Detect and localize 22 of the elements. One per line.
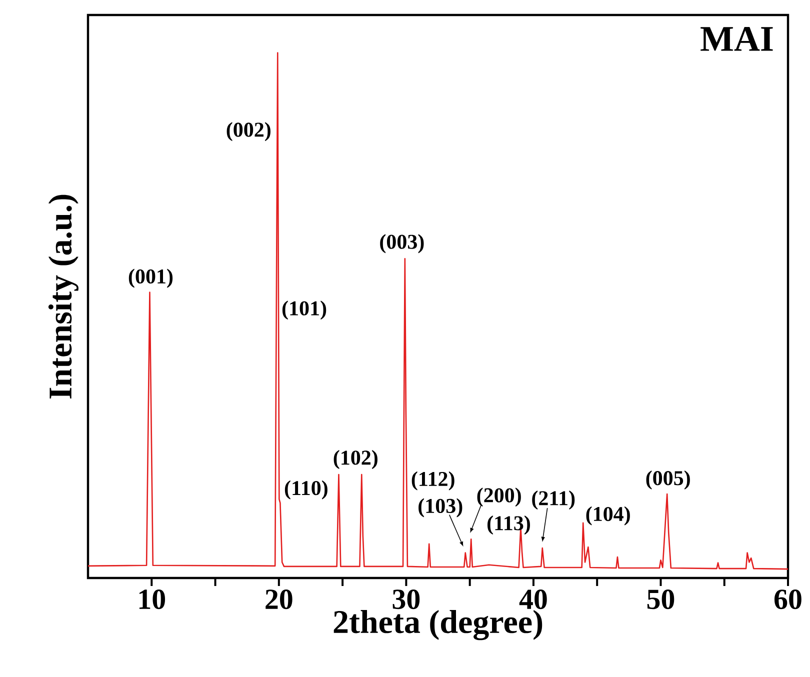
annotation: (200) xyxy=(477,488,521,507)
x-tick-label: 50 xyxy=(647,590,674,610)
annotation: (110) xyxy=(284,480,328,500)
chart-title: MAI xyxy=(700,26,773,51)
annotation: (211) xyxy=(532,490,575,510)
x-tick-label: 10 xyxy=(139,590,166,610)
annotation: (005) xyxy=(646,470,690,490)
annotation: (112) xyxy=(412,471,454,490)
x-tick-label: 20 xyxy=(266,590,292,610)
x-axis-title: 2theta (degree) xyxy=(334,610,542,640)
annotation: (113) xyxy=(487,516,530,535)
annotation: (002) xyxy=(226,122,270,142)
x-tick-label: 60 xyxy=(774,590,802,610)
annotation: (001) xyxy=(128,268,173,288)
annotation: (103) xyxy=(418,498,462,518)
annotation: (101) xyxy=(282,300,326,320)
annotation: (102) xyxy=(334,450,378,470)
annotation: (003) xyxy=(380,234,424,254)
x-tick-label: 30 xyxy=(392,590,420,610)
y-axis-title: Intensity (a.u.) xyxy=(48,194,78,399)
x-tick-label: 40 xyxy=(519,590,547,610)
annotation: (104) xyxy=(586,506,630,526)
